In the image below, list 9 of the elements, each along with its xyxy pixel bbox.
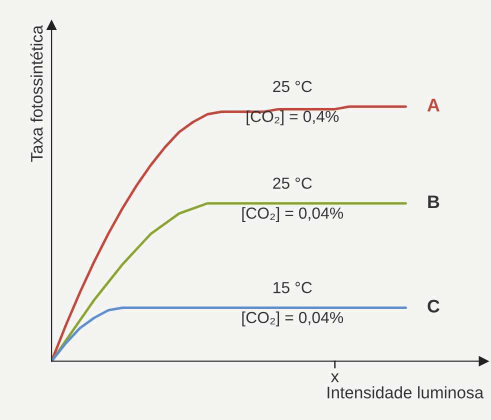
series-label: B bbox=[428, 196, 440, 208]
annotation: 15 °C [CO₂] = 0,04% bbox=[242, 282, 344, 326]
series-label: C bbox=[428, 300, 440, 313]
text: x bbox=[330, 373, 339, 382]
y-axis-title: Taxa fotossintética bbox=[30, 25, 43, 162]
annotation: 25 °C [CO₂] = 0,04% bbox=[242, 178, 344, 222]
x-axis-title: Intensidade luminosa bbox=[328, 386, 484, 398]
series-label: A bbox=[427, 98, 440, 112]
annotation: 25 °C [CO₂] = 0,4% bbox=[246, 80, 339, 126]
